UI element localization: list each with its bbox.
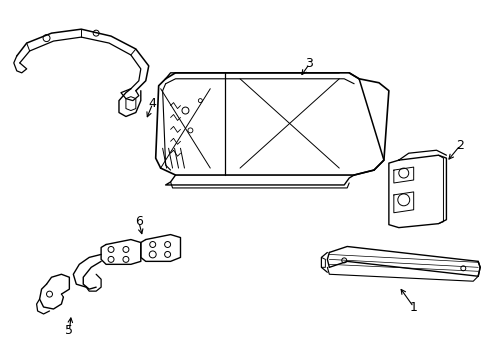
Text: 1: 1 (409, 301, 417, 314)
Text: 2: 2 (455, 139, 463, 152)
Text: 3: 3 (305, 57, 313, 71)
Text: 5: 5 (65, 324, 73, 337)
Text: 4: 4 (148, 97, 156, 110)
Text: 6: 6 (135, 215, 142, 228)
